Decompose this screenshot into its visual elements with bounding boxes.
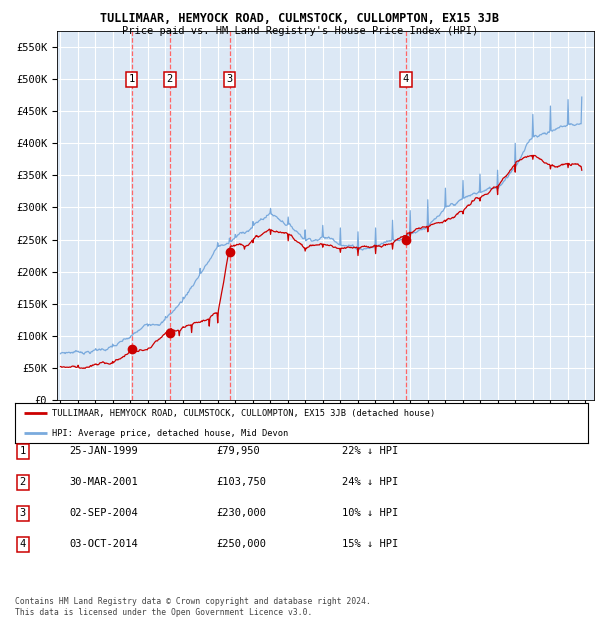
- Text: 15% ↓ HPI: 15% ↓ HPI: [342, 539, 398, 549]
- Text: 30-MAR-2001: 30-MAR-2001: [69, 477, 138, 487]
- Text: 24% ↓ HPI: 24% ↓ HPI: [342, 477, 398, 487]
- Text: 1: 1: [20, 446, 26, 456]
- Text: 3: 3: [227, 74, 233, 84]
- Text: £250,000: £250,000: [216, 539, 266, 549]
- Text: 2: 2: [20, 477, 26, 487]
- Text: 10% ↓ HPI: 10% ↓ HPI: [342, 508, 398, 518]
- Text: Price paid vs. HM Land Registry's House Price Index (HPI): Price paid vs. HM Land Registry's House …: [122, 26, 478, 36]
- Text: Contains HM Land Registry data © Crown copyright and database right 2024.
This d: Contains HM Land Registry data © Crown c…: [15, 598, 371, 617]
- Text: 03-OCT-2014: 03-OCT-2014: [69, 539, 138, 549]
- Text: 22% ↓ HPI: 22% ↓ HPI: [342, 446, 398, 456]
- Text: 2: 2: [167, 74, 173, 84]
- Text: TULLIMAAR, HEMYOCK ROAD, CULMSTOCK, CULLOMPTON, EX15 3JB: TULLIMAAR, HEMYOCK ROAD, CULMSTOCK, CULL…: [101, 12, 499, 25]
- Text: 02-SEP-2004: 02-SEP-2004: [69, 508, 138, 518]
- Text: 25-JAN-1999: 25-JAN-1999: [69, 446, 138, 456]
- Text: 3: 3: [20, 508, 26, 518]
- Text: HPI: Average price, detached house, Mid Devon: HPI: Average price, detached house, Mid …: [52, 428, 289, 438]
- Text: £103,750: £103,750: [216, 477, 266, 487]
- Text: £230,000: £230,000: [216, 508, 266, 518]
- Text: TULLIMAAR, HEMYOCK ROAD, CULMSTOCK, CULLOMPTON, EX15 3JB (detached house): TULLIMAAR, HEMYOCK ROAD, CULMSTOCK, CULL…: [52, 409, 436, 418]
- Text: 1: 1: [128, 74, 135, 84]
- Text: 4: 4: [403, 74, 409, 84]
- Text: 4: 4: [20, 539, 26, 549]
- Text: £79,950: £79,950: [216, 446, 260, 456]
